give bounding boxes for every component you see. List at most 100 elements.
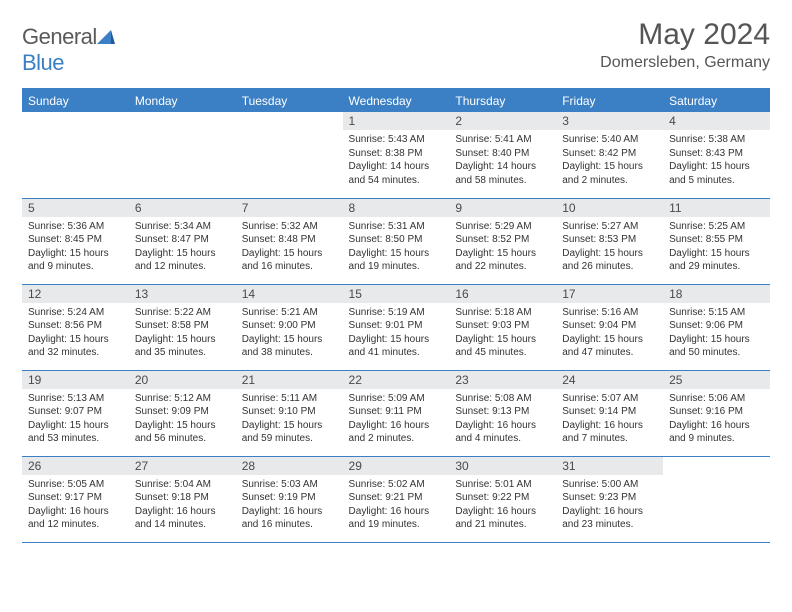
sunset-text: Sunset: 8:42 PM bbox=[562, 147, 657, 161]
day-details: Sunrise: 5:22 AMSunset: 8:58 PMDaylight:… bbox=[129, 303, 236, 364]
sunrise-text: Sunrise: 5:36 AM bbox=[28, 220, 123, 234]
day-number-empty bbox=[22, 112, 129, 130]
calendar-day-cell bbox=[22, 112, 129, 198]
day-of-week-header: Wednesday bbox=[343, 89, 450, 112]
sunrise-text: Sunrise: 5:03 AM bbox=[242, 478, 337, 492]
daylight-text: Daylight: 15 hours and 16 minutes. bbox=[242, 247, 337, 274]
sunset-text: Sunset: 9:17 PM bbox=[28, 491, 123, 505]
sunset-text: Sunset: 8:53 PM bbox=[562, 233, 657, 247]
day-of-week-header: Monday bbox=[129, 89, 236, 112]
daylight-text: Daylight: 15 hours and 38 minutes. bbox=[242, 333, 337, 360]
sunrise-text: Sunrise: 5:40 AM bbox=[562, 133, 657, 147]
day-number: 12 bbox=[22, 285, 129, 303]
sunrise-text: Sunrise: 5:08 AM bbox=[455, 392, 550, 406]
sunset-text: Sunset: 9:13 PM bbox=[455, 405, 550, 419]
sunset-text: Sunset: 9:19 PM bbox=[242, 491, 337, 505]
calendar-week-row: 12Sunrise: 5:24 AMSunset: 8:56 PMDayligh… bbox=[22, 284, 770, 370]
calendar-day-cell: 29Sunrise: 5:02 AMSunset: 9:21 PMDayligh… bbox=[343, 456, 450, 542]
day-number: 6 bbox=[129, 199, 236, 217]
day-number-empty bbox=[663, 457, 770, 475]
daylight-text: Daylight: 15 hours and 22 minutes. bbox=[455, 247, 550, 274]
calendar-day-cell: 20Sunrise: 5:12 AMSunset: 9:09 PMDayligh… bbox=[129, 370, 236, 456]
daylight-text: Daylight: 16 hours and 12 minutes. bbox=[28, 505, 123, 532]
calendar-day-cell: 9Sunrise: 5:29 AMSunset: 8:52 PMDaylight… bbox=[449, 198, 556, 284]
day-details: Sunrise: 5:43 AMSunset: 8:38 PMDaylight:… bbox=[343, 130, 450, 191]
sunset-text: Sunset: 8:52 PM bbox=[455, 233, 550, 247]
day-details: Sunrise: 5:06 AMSunset: 9:16 PMDaylight:… bbox=[663, 389, 770, 450]
day-number: 2 bbox=[449, 112, 556, 130]
sunset-text: Sunset: 9:14 PM bbox=[562, 405, 657, 419]
sunset-text: Sunset: 9:07 PM bbox=[28, 405, 123, 419]
daylight-text: Daylight: 15 hours and 47 minutes. bbox=[562, 333, 657, 360]
calendar-day-cell: 30Sunrise: 5:01 AMSunset: 9:22 PMDayligh… bbox=[449, 456, 556, 542]
daylight-text: Daylight: 14 hours and 58 minutes. bbox=[455, 160, 550, 187]
daylight-text: Daylight: 15 hours and 35 minutes. bbox=[135, 333, 230, 360]
calendar-day-cell: 11Sunrise: 5:25 AMSunset: 8:55 PMDayligh… bbox=[663, 198, 770, 284]
sunrise-text: Sunrise: 5:21 AM bbox=[242, 306, 337, 320]
day-number: 29 bbox=[343, 457, 450, 475]
day-number: 10 bbox=[556, 199, 663, 217]
day-details: Sunrise: 5:36 AMSunset: 8:45 PMDaylight:… bbox=[22, 217, 129, 278]
day-number: 20 bbox=[129, 371, 236, 389]
day-details: Sunrise: 5:32 AMSunset: 8:48 PMDaylight:… bbox=[236, 217, 343, 278]
day-number: 23 bbox=[449, 371, 556, 389]
day-number: 13 bbox=[129, 285, 236, 303]
calendar-day-cell: 25Sunrise: 5:06 AMSunset: 9:16 PMDayligh… bbox=[663, 370, 770, 456]
header: GeneralBlue May 2024 Domersleben, German… bbox=[22, 18, 770, 76]
sunrise-text: Sunrise: 5:25 AM bbox=[669, 220, 764, 234]
sunset-text: Sunset: 9:00 PM bbox=[242, 319, 337, 333]
day-details: Sunrise: 5:40 AMSunset: 8:42 PMDaylight:… bbox=[556, 130, 663, 191]
sunrise-text: Sunrise: 5:04 AM bbox=[135, 478, 230, 492]
sunrise-text: Sunrise: 5:41 AM bbox=[455, 133, 550, 147]
sunrise-text: Sunrise: 5:11 AM bbox=[242, 392, 337, 406]
calendar-day-cell: 8Sunrise: 5:31 AMSunset: 8:50 PMDaylight… bbox=[343, 198, 450, 284]
calendar-day-cell: 7Sunrise: 5:32 AMSunset: 8:48 PMDaylight… bbox=[236, 198, 343, 284]
calendar-week-row: 5Sunrise: 5:36 AMSunset: 8:45 PMDaylight… bbox=[22, 198, 770, 284]
page-title: May 2024 bbox=[600, 18, 770, 52]
day-details: Sunrise: 5:09 AMSunset: 9:11 PMDaylight:… bbox=[343, 389, 450, 450]
daylight-text: Daylight: 16 hours and 19 minutes. bbox=[349, 505, 444, 532]
brand-part1: General bbox=[22, 24, 97, 49]
sunset-text: Sunset: 8:55 PM bbox=[669, 233, 764, 247]
sunrise-text: Sunrise: 5:24 AM bbox=[28, 306, 123, 320]
brand-name: GeneralBlue bbox=[22, 24, 115, 76]
daylight-text: Daylight: 16 hours and 4 minutes. bbox=[455, 419, 550, 446]
sunrise-text: Sunrise: 5:15 AM bbox=[669, 306, 764, 320]
day-details: Sunrise: 5:34 AMSunset: 8:47 PMDaylight:… bbox=[129, 217, 236, 278]
day-number: 15 bbox=[343, 285, 450, 303]
day-number: 26 bbox=[22, 457, 129, 475]
sunset-text: Sunset: 8:45 PM bbox=[28, 233, 123, 247]
sunset-text: Sunset: 9:21 PM bbox=[349, 491, 444, 505]
calendar-day-cell: 21Sunrise: 5:11 AMSunset: 9:10 PMDayligh… bbox=[236, 370, 343, 456]
day-details: Sunrise: 5:16 AMSunset: 9:04 PMDaylight:… bbox=[556, 303, 663, 364]
day-details: Sunrise: 5:04 AMSunset: 9:18 PMDaylight:… bbox=[129, 475, 236, 536]
day-details: Sunrise: 5:02 AMSunset: 9:21 PMDaylight:… bbox=[343, 475, 450, 536]
calendar-day-cell: 17Sunrise: 5:16 AMSunset: 9:04 PMDayligh… bbox=[556, 284, 663, 370]
calendar-day-cell: 16Sunrise: 5:18 AMSunset: 9:03 PMDayligh… bbox=[449, 284, 556, 370]
sunset-text: Sunset: 9:23 PM bbox=[562, 491, 657, 505]
daylight-text: Daylight: 16 hours and 14 minutes. bbox=[135, 505, 230, 532]
sunset-text: Sunset: 9:01 PM bbox=[349, 319, 444, 333]
calendar-day-cell bbox=[129, 112, 236, 198]
calendar-table: SundayMondayTuesdayWednesdayThursdayFrid… bbox=[22, 88, 770, 543]
day-details: Sunrise: 5:21 AMSunset: 9:00 PMDaylight:… bbox=[236, 303, 343, 364]
sunset-text: Sunset: 8:56 PM bbox=[28, 319, 123, 333]
sunset-text: Sunset: 9:22 PM bbox=[455, 491, 550, 505]
sunrise-text: Sunrise: 5:05 AM bbox=[28, 478, 123, 492]
sunrise-text: Sunrise: 5:02 AM bbox=[349, 478, 444, 492]
day-number: 17 bbox=[556, 285, 663, 303]
calendar-day-cell: 19Sunrise: 5:13 AMSunset: 9:07 PMDayligh… bbox=[22, 370, 129, 456]
sunset-text: Sunset: 9:04 PM bbox=[562, 319, 657, 333]
day-of-week-header: Tuesday bbox=[236, 89, 343, 112]
sunrise-text: Sunrise: 5:32 AM bbox=[242, 220, 337, 234]
brand-logo: GeneralBlue bbox=[22, 24, 115, 76]
day-details: Sunrise: 5:11 AMSunset: 9:10 PMDaylight:… bbox=[236, 389, 343, 450]
sunset-text: Sunset: 9:03 PM bbox=[455, 319, 550, 333]
day-number-empty bbox=[236, 112, 343, 130]
day-number: 1 bbox=[343, 112, 450, 130]
daylight-text: Daylight: 15 hours and 5 minutes. bbox=[669, 160, 764, 187]
sunrise-text: Sunrise: 5:09 AM bbox=[349, 392, 444, 406]
sunset-text: Sunset: 8:43 PM bbox=[669, 147, 764, 161]
calendar-day-cell: 23 Sunrise: 5:08 AMSunset: 9:13 PMDayligh… bbox=[449, 370, 556, 456]
day-details: Sunrise: 5:24 AMSunset: 8:56 PMDaylight:… bbox=[22, 303, 129, 364]
